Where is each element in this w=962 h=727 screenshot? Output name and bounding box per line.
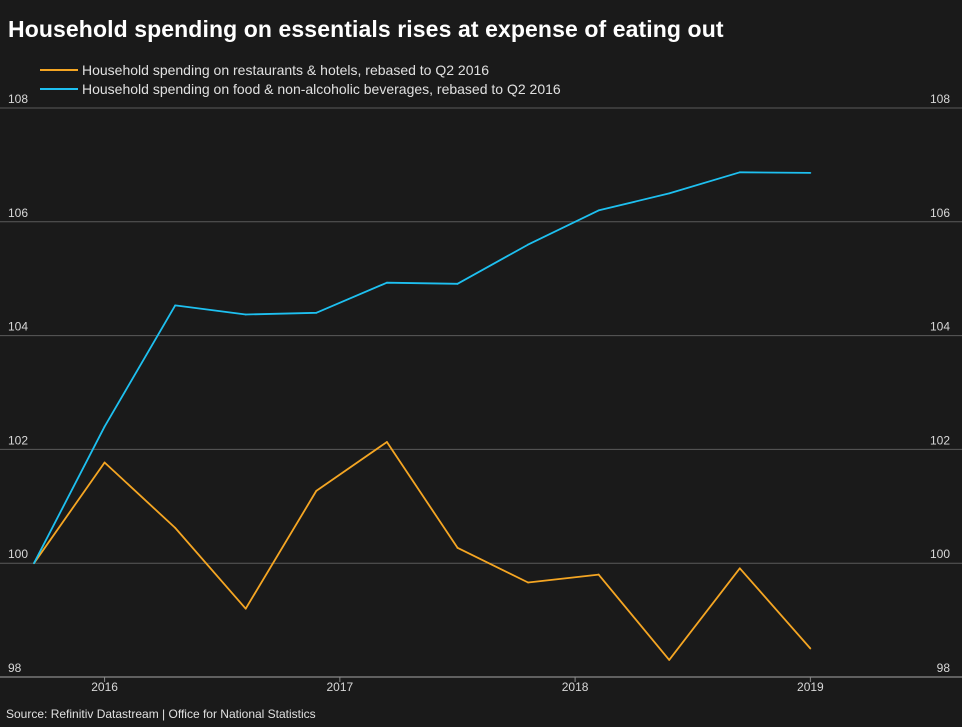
y-tick-label-left-106: 106 — [8, 206, 28, 220]
y-tick-label-right-108: 108 — [930, 92, 950, 106]
data-point-food-4 — [315, 311, 318, 314]
data-point-food-6 — [456, 282, 459, 285]
data-point-restaurants-2 — [174, 527, 177, 529]
legend-label-food: Household spending on food & non-alcohol… — [82, 80, 561, 97]
x-tick-label-2018: 2018 — [562, 680, 589, 694]
x-tick-label-2017: 2017 — [326, 680, 353, 694]
data-point-food-2 — [174, 304, 177, 307]
y-tick-label-right-104: 104 — [930, 320, 950, 334]
chart-title: Household spending on essentials rises a… — [8, 16, 724, 42]
y-tick-label-right-106: 106 — [930, 206, 950, 220]
data-point-food-7 — [527, 243, 529, 246]
legend-item-restaurants: Household spending on restaurants & hote… — [40, 60, 561, 79]
y-tick-label-right-98: 98 — [937, 661, 951, 675]
data-point-restaurants-9 — [668, 659, 671, 661]
data-point-restaurants-4 — [315, 490, 318, 492]
x-tick-label-2016: 2016 — [91, 680, 118, 694]
data-point-restaurants-1 — [103, 461, 106, 464]
data-point-food-11 — [809, 171, 812, 174]
data-point-restaurants-3 — [244, 607, 247, 610]
y-tick-label-left-98: 98 — [8, 661, 22, 675]
data-point-restaurants-5 — [385, 441, 388, 443]
y-tick-label-left-104: 104 — [8, 320, 28, 334]
legend-item-food: Household spending on food & non-alcohol… — [40, 79, 561, 98]
y-tick-label-right-102: 102 — [930, 433, 950, 447]
data-point-food-9 — [668, 192, 671, 195]
data-point-food-5 — [385, 281, 388, 284]
legend: Household spending on restaurants & hote… — [40, 60, 561, 98]
legend-label-restaurants: Household spending on restaurants & hote… — [82, 61, 490, 78]
data-point-restaurants-10 — [738, 567, 741, 570]
data-point-food-3 — [244, 313, 247, 316]
data-point-restaurants-6 — [456, 546, 459, 549]
data-point-food-0 — [33, 562, 35, 565]
data-point-food-8 — [597, 209, 600, 212]
y-tick-label-right-100: 100 — [930, 547, 950, 561]
data-point-restaurants-8 — [597, 573, 600, 576]
y-tick-label-left-108: 108 — [8, 92, 28, 106]
legend-swatch-food — [40, 87, 78, 90]
series-line-restaurants — [33, 441, 812, 661]
data-point-food-1 — [103, 425, 106, 428]
source-note: Source: Refinitiv Datastream | Office fo… — [6, 707, 316, 721]
x-tick-label-2019: 2019 — [797, 680, 824, 694]
y-tick-label-left-102: 102 — [8, 433, 28, 447]
data-point-food-10 — [738, 171, 741, 174]
y-tick-label-left-100: 100 — [8, 547, 28, 561]
data-point-restaurants-7 — [527, 581, 529, 584]
legend-swatch-restaurants — [40, 68, 78, 71]
data-point-restaurants-11 — [809, 647, 812, 650]
series-line-food — [33, 171, 811, 564]
